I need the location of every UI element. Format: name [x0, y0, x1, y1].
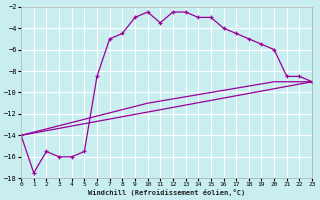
X-axis label: Windchill (Refroidissement éolien,°C): Windchill (Refroidissement éolien,°C)	[88, 189, 245, 196]
